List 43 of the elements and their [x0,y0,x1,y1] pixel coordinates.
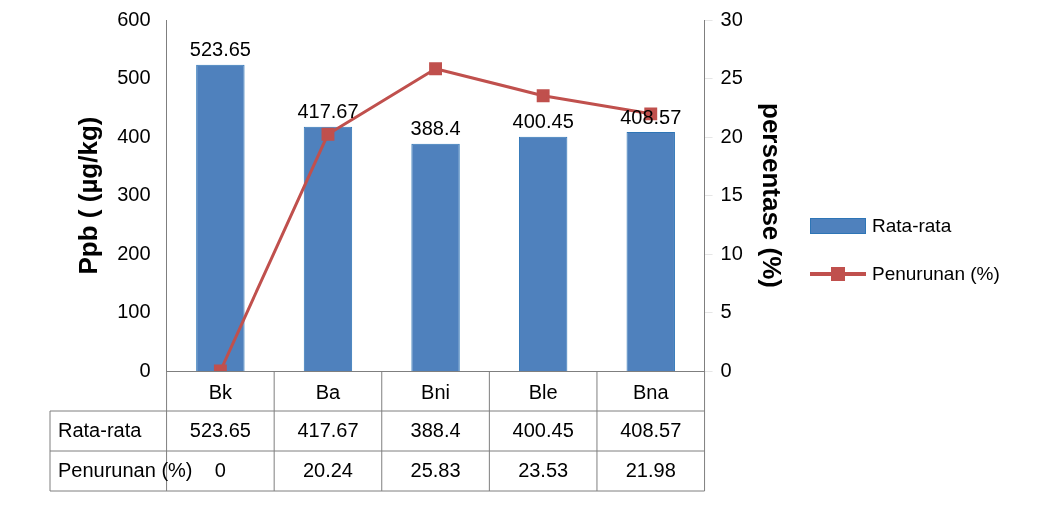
y-tick-label: 300 [117,183,151,206]
point [536,89,550,103]
text: Rata-rata [58,418,142,441]
y-tick-label: 600 [117,7,151,30]
y2-axis-title: persentase (%) [757,103,788,288]
x-tick-label: Bna [632,380,670,403]
y2-tick-label: 15 [720,183,743,206]
data-label: 400.45 [512,418,574,441]
annotation: 417.67 [297,100,359,123]
y2-tick-label: 30 [720,7,743,30]
data-label: 23.53 [518,458,569,481]
point [321,127,335,141]
x-tick-label: Ble [528,380,558,403]
data-label: 25.83 [410,458,461,481]
y-tick-label: 100 [117,300,151,323]
point [429,62,443,76]
y2-tick-label: 20 [720,124,743,147]
y-tick-label: 400 [117,124,151,147]
y2-tick-label: 25 [720,66,743,89]
y-tick-label: 500 [117,66,151,89]
annotation: 400.45 [512,110,574,133]
data-label: 417.67 [297,418,359,441]
annotation: 388.4 [410,117,461,140]
data-label: 0 [214,458,226,481]
y2-tick-label: 10 [720,241,743,264]
x-tick-label: Ba [315,380,342,403]
data-label: 388.4 [410,418,461,441]
annotation: 408.57 [620,105,682,128]
data-label: 408.57 [620,418,682,441]
y-axis-title: Ppb ( (µg/kg) [72,116,103,275]
annotation: 523.65 [189,38,251,61]
y-tick-label: 0 [139,358,151,381]
y-tick-label: 200 [117,241,151,264]
data-label: 523.65 [189,418,251,441]
legend-label: Penurunan (%) [872,263,1000,285]
x-tick-label: Bni [421,380,451,403]
data-label: 21.98 [625,458,676,481]
legend-label: Rata-rata [872,215,952,237]
x-tick-label: Bk [208,380,234,403]
text: Penurunan (%) [58,458,193,481]
y2-tick-label: 0 [720,358,732,381]
data-label: 20.24 [302,458,353,481]
y2-tick-label: 5 [720,300,732,323]
